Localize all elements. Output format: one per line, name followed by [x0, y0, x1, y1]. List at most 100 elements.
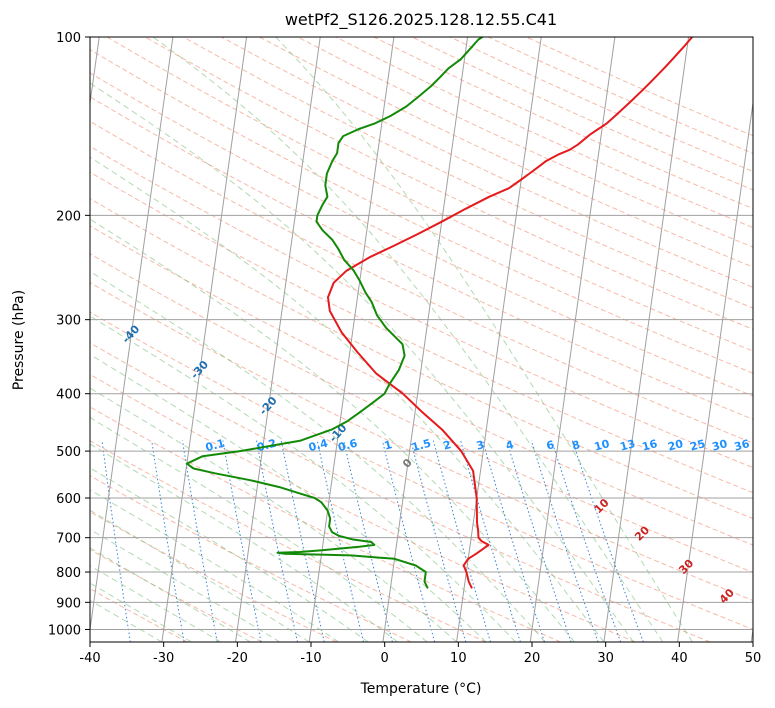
mixing-ratio-label: 4 [504, 438, 515, 453]
x-axis-ticks: -40 -30 -20 -10 0 10 20 30 40 50 [79, 642, 761, 666]
dewpoint-line [185, 37, 484, 589]
plot-area: -100-90-80-70-60-50-40-30-20-1000.10.20.… [90, 37, 753, 642]
plot-frame [89, 36, 754, 643]
dry-adiabat-line [90, 311, 753, 630]
x-tick-label: 0 [381, 651, 389, 666]
dry-adiabat-line [182, 37, 753, 309]
y-tick-label: 200 [56, 209, 81, 224]
y-tick-label: 300 [56, 314, 81, 329]
isotherms [90, 37, 753, 642]
mixing-ratio-line [316, 440, 364, 642]
moist-adiabat-line [152, 37, 664, 642]
moist-adiabat-line [90, 416, 428, 642]
isotherm-line [90, 37, 174, 634]
mixing-ratio-label: 16 [641, 437, 659, 454]
y-axis-label: Pressure (hPa) [11, 290, 27, 390]
y-tick-label: 1000 [48, 623, 81, 638]
mixing-ratio-label: 1 [383, 438, 394, 453]
mixing-ratio-line [151, 440, 185, 642]
profile-series [185, 37, 694, 589]
mixing-ratio-label: 0.1 [204, 437, 226, 455]
mixing-ratio-line [551, 440, 622, 642]
mixing-ratio-label: 10 [593, 437, 611, 454]
mixing-ratio-label: 20 [666, 437, 684, 454]
moist-adiabat-line [90, 218, 575, 642]
dry-adiabat-line [90, 49, 753, 374]
moist-adiabat-line [90, 547, 251, 642]
mixing-ratio-label: 3 [475, 438, 486, 453]
moist-adiabat-line [90, 528, 281, 642]
y-tick-label: 800 [56, 566, 81, 581]
isotherm-line [456, 37, 542, 642]
isotherm-line [603, 37, 690, 642]
moist-adiabat-line [90, 582, 192, 642]
mixing-ratio-line [571, 440, 644, 642]
moist-adiabats [90, 37, 693, 642]
mixing-ratio-label: 0.4 [307, 437, 330, 455]
isotherm-line [235, 37, 321, 642]
y-tick-label: 600 [56, 492, 81, 507]
mixing-ratio-line [381, 440, 436, 642]
dry-adiabats [90, 37, 753, 642]
mixing-ratio-label: 36 [733, 437, 751, 454]
moist-adiabat-line [275, 37, 693, 642]
mixing-ratio-line [222, 440, 262, 642]
x-tick-label: 20 [524, 651, 541, 666]
temperature-line [327, 37, 694, 589]
x-tick-label: 30 [597, 651, 614, 666]
x-tick-label: -20 [227, 651, 248, 666]
isotherm-line [529, 37, 616, 642]
moist-adiabat-line [90, 82, 634, 642]
mixing-ratio-label: 13 [619, 437, 637, 454]
y-axis-ticks: 100 200 300 400 500 600 700 800 900 1000 [48, 31, 90, 638]
dry-adiabat-line [90, 197, 753, 520]
x-tick-label: 50 [745, 651, 762, 666]
y-tick-label: 400 [56, 388, 81, 403]
isotherm-line [308, 37, 395, 642]
x-tick-label: -30 [153, 651, 174, 666]
dry-adiabat-line [90, 281, 753, 602]
moist-adiabat-line [90, 387, 457, 642]
x-tick-label: 40 [671, 651, 688, 666]
moist-adiabat-line [90, 565, 222, 642]
moist-adiabat-line [90, 489, 339, 642]
mixing-ratio-label: 0.2 [256, 437, 278, 455]
mixing-ratio-label: 30 [711, 437, 729, 454]
isotherm-line [677, 99, 753, 642]
moist-adiabat-line [90, 270, 546, 642]
dry-adiabat-line [90, 440, 487, 642]
dry-adiabat-line [90, 120, 753, 444]
x-tick-label: 10 [450, 651, 467, 666]
y-tick-label: 700 [56, 532, 81, 547]
moist-adiabat-line [90, 353, 487, 642]
mixing-ratio-line [280, 440, 325, 642]
dry-adiabat-line [90, 96, 753, 420]
x-tick-label: -10 [300, 651, 321, 666]
moist-adiabat-line [90, 443, 398, 642]
mixing-ratio-line [410, 440, 467, 642]
mixing-ratio-label: 8 [571, 438, 582, 453]
moist-adiabat-line [90, 509, 310, 642]
mixing-ratio-label: 1.5 [410, 437, 432, 455]
dry-adiabat-line [90, 72, 753, 397]
chart-title: wetPf2_S126.2025.128.12.55.C41 [285, 10, 557, 30]
y-tick-label: 500 [56, 445, 81, 460]
dry-adiabat-line [106, 37, 753, 352]
mixing-ratio-line [101, 440, 131, 642]
dry-adiabat-line [90, 253, 753, 573]
dry-adiabat-line [90, 548, 263, 642]
isotherm-line [382, 37, 469, 642]
x-axis-label: Temperature (°C) [360, 681, 482, 697]
y-tick-label: 900 [56, 596, 81, 611]
dry-adiabat-line [144, 37, 753, 330]
mixing-ratio-line [182, 440, 218, 642]
moist-adiabat-line [90, 467, 369, 642]
mixing-ratio-label: 25 [689, 437, 707, 454]
mixing-ratio-line [460, 440, 521, 642]
mixing-ratio-line [256, 440, 298, 642]
mixing-ratio-label: 0.6 [337, 437, 360, 455]
isotherm-line [161, 37, 248, 642]
y-tick-label: 100 [56, 31, 81, 46]
